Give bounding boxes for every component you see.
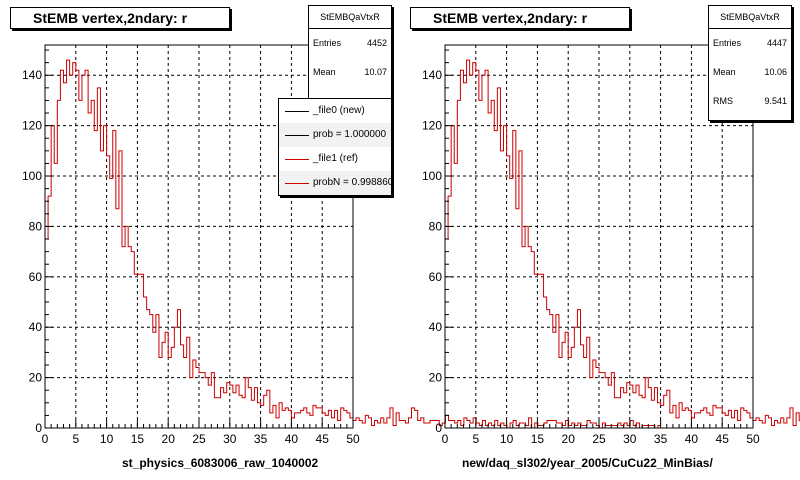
panel2-x-tick-label-25: 25 [592,432,606,446]
panel2-stats-mean-value: 10.06 [764,67,787,77]
legend-swatch-file0 [285,111,309,112]
panel1-x-tick-label-15: 15 [131,432,145,446]
panel2-stats-rms: RMS 9.541 [709,87,791,116]
panel1-x-tick-label-10: 10 [100,432,114,446]
panel2-stats-name: StEMBQaVtxR [709,6,791,29]
panel2-y-tick-label-60: 60 [429,270,443,284]
panel2-stats-entries: Entries 4447 [709,29,791,58]
legend-item-file0: _file0 (new) [279,99,391,123]
panel1-stats-mean: Mean 10.07 [309,58,391,87]
panel1-y-tick-label-140: 140 [22,68,42,82]
panel2-x-tick-label-40: 40 [685,432,699,446]
legend-label-file0: _file0 (new) [313,105,365,116]
panel2-x-tick-label-0: 0 [442,432,449,446]
panel1-y-tick-label-120: 120 [22,119,42,133]
panel2-x-tick-label-50: 50 [746,432,760,446]
panel2-title: StEMB vertex,2ndary: r [410,7,630,29]
panel1-series-0-line [45,59,661,429]
panel2-stats-entries-value: 4447 [766,38,787,48]
legend-item-file1: _file1 (ref) [279,147,391,171]
panel1-x-tick-label-0: 0 [42,432,49,446]
panel1-y-tick-label-0: 0 [35,421,42,435]
panel2-stats-entries-label: Entries [713,38,742,48]
legend-label-prob: prob = 1.000000 [313,129,387,140]
panel2-stats-mean-label: Mean [713,67,736,77]
panel2-y-tick-label-100: 100 [422,169,442,183]
panel2-stats-mean: Mean 10.06 [709,58,791,87]
legend-label-file1: _file1 (ref) [313,153,359,164]
panel1-y-tick-label-40: 40 [29,320,43,334]
panel1-x-tick-label-35: 35 [254,432,268,446]
panel2-y-tick-label-120: 120 [422,119,442,133]
panel1-x-tick-label-5: 5 [72,432,79,446]
legend-item-probn: probN = 0.998860 [279,171,391,195]
panel2-y-tick-label-140: 140 [422,68,442,82]
panel1-title-text: StEMB vertex,2ndary: r [33,10,188,26]
panel2-x-tick-label-5: 5 [472,432,479,446]
legend-label-probn: probN = 0.998860 [313,177,392,188]
legend-swatch-probn [285,183,309,184]
panel2-x-tick-label-45: 45 [716,432,730,446]
legend-item-prob: prob = 1.000000 [279,123,391,147]
panel2-x-tick-label-10: 10 [500,432,514,446]
panel1-stats-entries: Entries 4452 [309,29,391,58]
panel1-x-tick-label-30: 30 [223,432,237,446]
panel1-stats-mean-label: Mean [313,67,336,77]
panel1-x-tick-label-40: 40 [285,432,299,446]
panel1-stats-entries-value: 4452 [366,38,387,48]
panel2-y-tick-label-20: 20 [429,371,443,385]
panel2-y-tick-label-0: 0 [435,421,442,435]
panel1-legend: _file0 (new) prob = 1.000000 _file1 (ref… [278,98,392,196]
panel1-x-tick-label-45: 45 [316,432,330,446]
panel1-title: StEMB vertex,2ndary: r [10,7,230,29]
panel1-y-tick-label-80: 80 [29,219,43,233]
panel2-x-tick-label-35: 35 [654,432,668,446]
panel1-stats-entries-label: Entries [313,38,342,48]
panel2-stats-box: StEMBQaVtxR Entries 4447 Mean 10.06 RMS … [708,5,792,121]
panel2-series-0-line [445,59,800,426]
panel2-title-text: StEMB vertex,2ndary: r [433,10,588,26]
panel1-x-tick-label-20: 20 [162,432,176,446]
panel2-x-tick-label-20: 20 [562,432,576,446]
panel1-y-tick-label-100: 100 [22,169,42,183]
panel2-stats-rms-label: RMS [713,96,733,106]
panel1-stats-mean-value: 10.07 [364,67,387,77]
panel2-x-tick-label-30: 30 [623,432,637,446]
panel2-x-axis-title: new/daq_sl302/year_2005/CuCu22_MinBias/ [462,456,713,470]
legend-swatch-file1 [285,159,309,160]
panel1-stats-name: StEMBQaVtxR [309,6,391,29]
panel2-x-tick-label-15: 15 [531,432,545,446]
panel1-x-axis-title: st_physics_6083006_raw_1040002 [122,456,319,470]
panel1-y-tick-label-20: 20 [29,371,43,385]
legend-swatch-prob [285,135,309,136]
panel1-x-tick-label-50: 50 [346,432,360,446]
panel1-x-tick-label-25: 25 [192,432,206,446]
panel1-y-tick-label-60: 60 [29,270,43,284]
panel2-stats-rms-value: 9.541 [764,96,787,106]
panel2-y-tick-label-80: 80 [429,219,443,233]
panel2-y-tick-label-40: 40 [429,320,443,334]
